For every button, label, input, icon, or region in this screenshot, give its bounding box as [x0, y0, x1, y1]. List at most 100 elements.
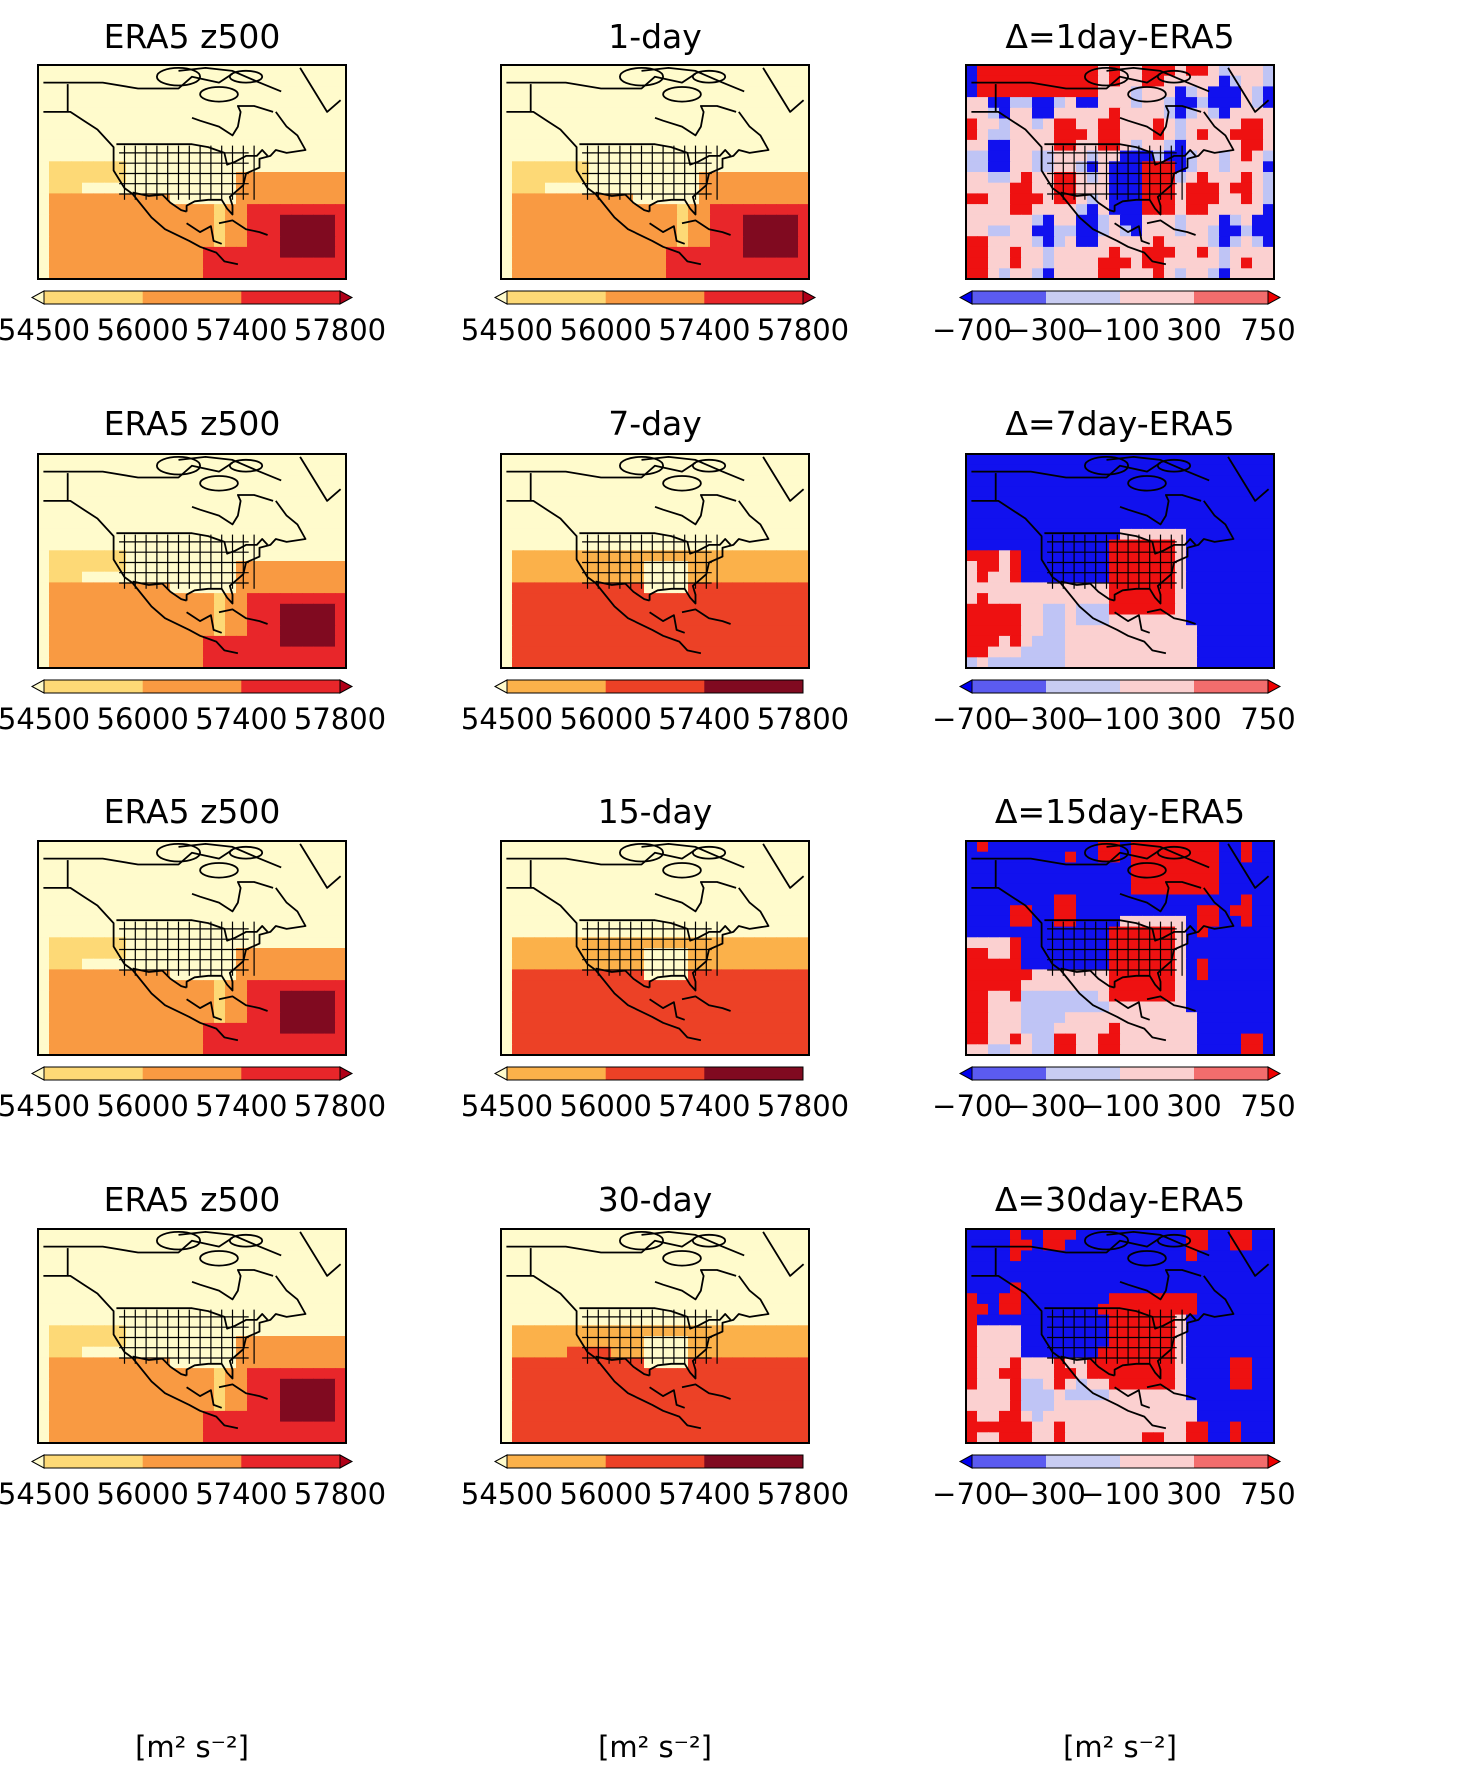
colorbar-tick-label: 57800: [293, 1089, 387, 1123]
coastlines: [43, 66, 342, 266]
panel-title: 1-day: [608, 17, 702, 56]
colorbar: [493, 290, 817, 305]
colorbar-tick-label: 300: [1166, 1477, 1222, 1511]
colorbar-segment: [605, 291, 705, 304]
map-panel: [37, 1228, 347, 1444]
colorbar-segment: [1046, 1067, 1121, 1080]
colorbar: [30, 1066, 354, 1081]
panel-title: Δ=7day-ERA5: [1005, 404, 1235, 443]
colorbar-tick-label: 57800: [756, 1089, 850, 1123]
colorbar-segment: [241, 680, 341, 693]
colorbar-tick-label: 57800: [293, 702, 387, 736]
coastlines: [506, 455, 805, 655]
colorbar-tick-label: 750: [1240, 702, 1296, 736]
coastlines: [506, 842, 805, 1042]
map-panel: [37, 64, 347, 280]
field-cells: [966, 1229, 1275, 1444]
colorbar-segment: [44, 680, 144, 693]
colorbar-segment: [44, 1455, 144, 1468]
colorbar-tick-label: 57400: [658, 1089, 751, 1123]
colorbar-tick-label: 57400: [658, 1477, 751, 1511]
panel-title: ERA5 z500: [103, 404, 281, 443]
colorbar-tick-label: −700: [932, 1089, 1012, 1123]
colorbar-tick-label: 750: [1240, 313, 1296, 347]
colorbar-tick-label: 300: [1166, 1089, 1222, 1123]
colorbar: [958, 679, 1282, 694]
colorbar-tick-label: 57400: [195, 702, 288, 736]
coastlines: [43, 842, 342, 1042]
colorbar-tick-label: −100: [1080, 1089, 1160, 1123]
colorbar-tick-label: 750: [1240, 1477, 1296, 1511]
coastlines: [971, 455, 1270, 655]
colorbar: [493, 1066, 804, 1081]
colorbar-tick-label: 57800: [293, 313, 387, 347]
colorbar-segment: [44, 1067, 144, 1080]
map-panel: [965, 1228, 1275, 1444]
panel-title: ERA5 z500: [103, 792, 281, 831]
field-cells: [38, 841, 347, 1056]
field-cells: [38, 65, 347, 280]
colorbar: [493, 1454, 804, 1469]
field-cells: [501, 65, 810, 280]
colorbar-segment: [142, 291, 242, 304]
colorbar-tick-label: 54500: [460, 1477, 554, 1511]
colorbar-segment: [142, 680, 242, 693]
colorbar-tick-label: 56000: [559, 1477, 652, 1511]
field-cells: [966, 841, 1275, 1056]
colorbar-segment: [142, 1455, 242, 1468]
field-cells: [501, 454, 810, 669]
colorbar-segment: [972, 1455, 1047, 1468]
field-cells: [501, 841, 810, 1056]
colorbar-segment: [1194, 1455, 1269, 1468]
colorbar: [958, 1454, 1282, 1469]
colorbar-segment: [605, 1455, 705, 1468]
colorbar-segment: [605, 680, 705, 693]
colorbar-segment: [972, 1067, 1047, 1080]
colorbar-segment: [507, 291, 607, 304]
colorbar-segment: [1120, 1067, 1195, 1080]
colorbar-tick-label: 56000: [96, 313, 189, 347]
colorbar-tick-label: 57400: [658, 313, 751, 347]
colorbar-segment: [507, 680, 607, 693]
colorbar-segment: [1194, 291, 1269, 304]
field-cells: [501, 1229, 810, 1444]
colorbar: [30, 679, 354, 694]
colorbar: [958, 1066, 1282, 1081]
colorbar-segment: [1120, 1455, 1195, 1468]
panel-title: Δ=1day-ERA5: [1005, 17, 1235, 56]
panel-title: Δ=30day-ERA5: [994, 1180, 1246, 1219]
coastlines: [506, 1230, 805, 1430]
colorbar-tick-label: 56000: [96, 702, 189, 736]
coastlines: [43, 455, 342, 655]
colorbar-segment: [241, 1455, 341, 1468]
colorbar-tick-label: 56000: [559, 313, 652, 347]
colorbar-segment: [1120, 291, 1195, 304]
colorbar-segment: [507, 1067, 607, 1080]
colorbar-tick-label: 56000: [559, 702, 652, 736]
field-cells: [966, 454, 1275, 669]
colorbar: [958, 290, 1282, 305]
panel-title: 7-day: [608, 404, 702, 443]
panel-title: ERA5 z500: [103, 1180, 281, 1219]
colorbar: [30, 1454, 354, 1469]
colorbar-tick-label: 57400: [195, 1477, 288, 1511]
units-label: [m² s⁻²]: [598, 1730, 712, 1764]
colorbar-tick-label: 56000: [96, 1089, 189, 1123]
map-panel: [500, 840, 810, 1056]
map-panel: [37, 840, 347, 1056]
colorbar-segment: [241, 291, 341, 304]
colorbar-segment: [1194, 680, 1269, 693]
colorbar-tick-label: −100: [1080, 313, 1160, 347]
panel-title: ERA5 z500: [103, 17, 281, 56]
colorbar-tick-label: 56000: [96, 1477, 189, 1511]
colorbar-segment: [1046, 291, 1121, 304]
colorbar-tick-label: −300: [1006, 1089, 1086, 1123]
colorbar-segment: [1046, 1455, 1121, 1468]
coastlines: [506, 66, 805, 266]
colorbar-tick-label: 54500: [0, 1477, 91, 1511]
colorbar-segment: [507, 1455, 607, 1468]
colorbar-tick-label: −100: [1080, 702, 1160, 736]
panel-title: Δ=15day-ERA5: [994, 792, 1246, 831]
colorbar-tick-label: −700: [932, 313, 1012, 347]
coastlines: [971, 842, 1270, 1042]
